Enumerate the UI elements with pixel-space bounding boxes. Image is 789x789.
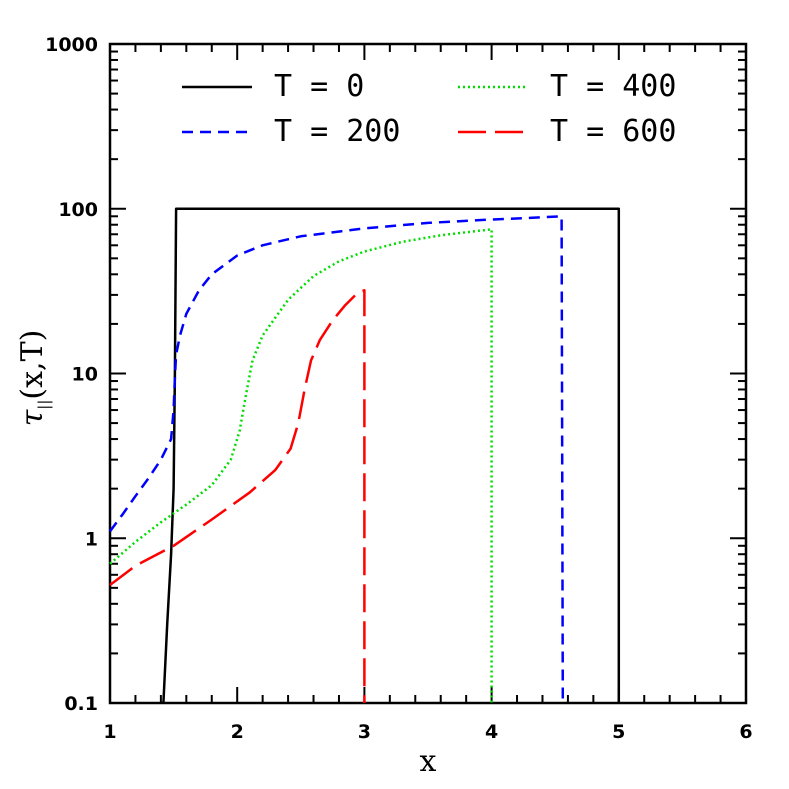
- y-axis-label-args: (x,T): [15, 330, 50, 400]
- y-tick-label: 0.1: [64, 693, 98, 715]
- series-layer: [108, 207, 621, 704]
- y-tick-label: 1: [85, 528, 98, 550]
- y-tick-label: 1000: [45, 34, 98, 56]
- y-axis-label-tau: τ: [15, 409, 50, 426]
- axis-ticks: [109, 44, 747, 704]
- y-axis-label-subscript: ||: [35, 400, 53, 410]
- legend-label-1: T = 200: [274, 114, 400, 149]
- legend: T = 0 T = 200 T = 400 T = 600: [182, 69, 676, 149]
- svg-text:τ||(x,T): τ||(x,T): [15, 330, 53, 427]
- x-tick-label: 2: [231, 721, 244, 743]
- series-line-3: [109, 289, 366, 703]
- y-tick-label: 100: [58, 199, 98, 221]
- legend-label-2: T = 400: [550, 69, 676, 104]
- legend-label-0: T = 0: [274, 69, 364, 104]
- y-axis-label: τ||(x,T): [15, 330, 53, 427]
- series-line-2: [109, 228, 493, 703]
- x-axis-label: x: [420, 744, 437, 779]
- x-tick-label: 5: [612, 721, 625, 743]
- x-tick-label: 4: [485, 721, 498, 743]
- legend-label-3: T = 600: [550, 114, 676, 149]
- series-line-0: [162, 207, 621, 704]
- series-line-1: [108, 215, 565, 704]
- x-tick-label: 3: [358, 721, 371, 743]
- x-tick-label: 1: [103, 721, 116, 743]
- x-tick-label: 6: [739, 721, 752, 743]
- y-tick-label: 10: [72, 364, 98, 386]
